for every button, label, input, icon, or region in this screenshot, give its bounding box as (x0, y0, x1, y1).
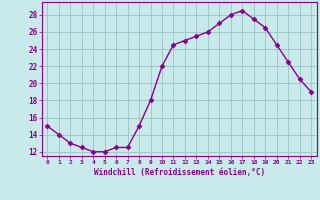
X-axis label: Windchill (Refroidissement éolien,°C): Windchill (Refroidissement éolien,°C) (94, 168, 265, 177)
